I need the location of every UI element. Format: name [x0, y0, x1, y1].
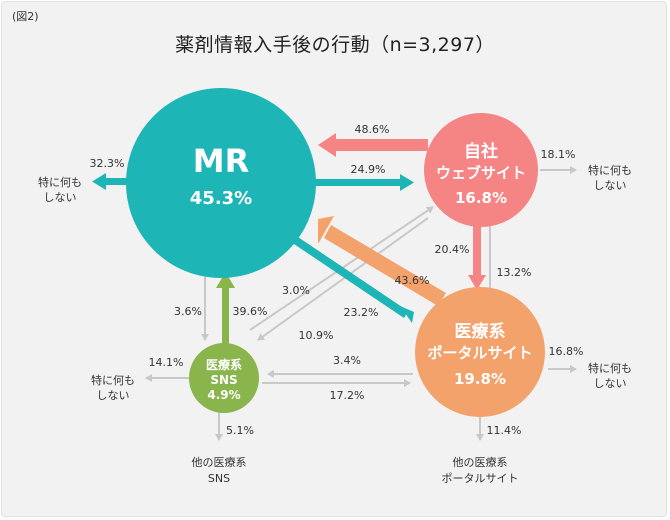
sns-value: 4.9% [207, 388, 240, 402]
label-site-no-action: 18.1% [541, 148, 576, 161]
sns-node: 医療系 SNS 4.9% [189, 343, 259, 413]
label-mr-to-portal: 23.2% [344, 306, 379, 319]
portal-value: 19.8% [454, 370, 506, 388]
portal-no-action-line2: しない [594, 377, 627, 390]
other-sns-line1: 他の医療系 [192, 455, 247, 469]
label-site-to-sns: 10.9% [299, 329, 334, 342]
mr-no-action-line2: しない [44, 191, 77, 204]
mr-to-portal-arrow [288, 233, 414, 323]
label-sns-other: 5.1% [226, 424, 254, 437]
site-no-action-line1: 特に何も [588, 163, 632, 177]
other-portal-line2: ポータルサイト [442, 472, 519, 485]
mr-no-action-line1: 特に何も [38, 175, 82, 189]
mr-node-name: MR [193, 142, 249, 180]
label-sns-to-site: 3.0% [282, 284, 310, 297]
mr-node: MR 45.3% [126, 88, 316, 278]
company-site-value: 16.8% [455, 189, 507, 207]
portal-no-action-line1: 特に何も [588, 361, 632, 375]
site-no-action-line2: しない [594, 179, 627, 192]
colored-flow-arrows [92, 133, 486, 344]
site-to-mr-arrow [318, 133, 428, 157]
company-site-name-line2: ウェブサイト [436, 164, 526, 182]
label-mr-to-site: 24.9% [351, 163, 386, 176]
other-portal-line1: 他の医療系 [453, 455, 508, 469]
label-portal-to-sns: 3.4% [333, 354, 361, 367]
mr-node-value: 45.3% [190, 188, 252, 209]
figure-label: (図2) [12, 10, 39, 23]
label-portal-no-action: 16.8% [549, 345, 584, 358]
label-portal-other: 11.4% [487, 424, 522, 437]
label-mr-to-sns: 3.6% [174, 305, 202, 318]
mr-no-action-arrow [92, 173, 131, 190]
site-to-portal-arrow [468, 210, 486, 290]
portal-name-line2: ポータルサイト [427, 344, 532, 362]
sns-name-line1: 医療系 [206, 357, 242, 372]
portal-node: 医療系 ポータルサイト 19.8% [415, 287, 545, 417]
label-sns-no-action: 14.1% [149, 356, 184, 369]
label-site-to-mr: 48.6% [355, 123, 390, 136]
label-sns-to-portal: 17.2% [330, 389, 365, 402]
sns-to-mr-arrow [216, 272, 235, 344]
sns-no-action-line1: 特に何も [91, 373, 135, 387]
sns-name-line2: SNS [210, 373, 237, 387]
other-sns-line2: SNS [208, 472, 230, 485]
outcome-labels: 特に何も しない 特に何も しない 特に何も しない 特に何も しない 他の医療… [38, 163, 632, 485]
portal-name-line1: 医療系 [455, 321, 506, 342]
site-to-sns-arrow [257, 217, 429, 341]
label-portal-to-mr: 43.6% [395, 274, 430, 287]
label-site-to-portal: 20.4% [435, 243, 470, 256]
gray-flow-lines [145, 166, 577, 441]
label-sns-to-mr: 39.6% [233, 305, 268, 318]
chart-title: 薬剤情報入手後の行動（n=3,297） [175, 34, 495, 56]
company-site-name-line1: 自社 [464, 141, 498, 162]
label-mr-no-action: 32.3% [90, 157, 125, 170]
mr-to-site-arrow [313, 174, 414, 191]
company-site-node: 自社 ウェブサイト 16.8% [424, 113, 538, 227]
label-portal-to-site: 13.2% [497, 266, 532, 279]
sns-no-action-line2: しない [97, 389, 130, 402]
portal-to-mr-arrow [318, 216, 446, 306]
flow-labels: 48.6% 24.9% 32.3% 18.1% 20.4% 13.2% 43.6… [90, 123, 584, 437]
